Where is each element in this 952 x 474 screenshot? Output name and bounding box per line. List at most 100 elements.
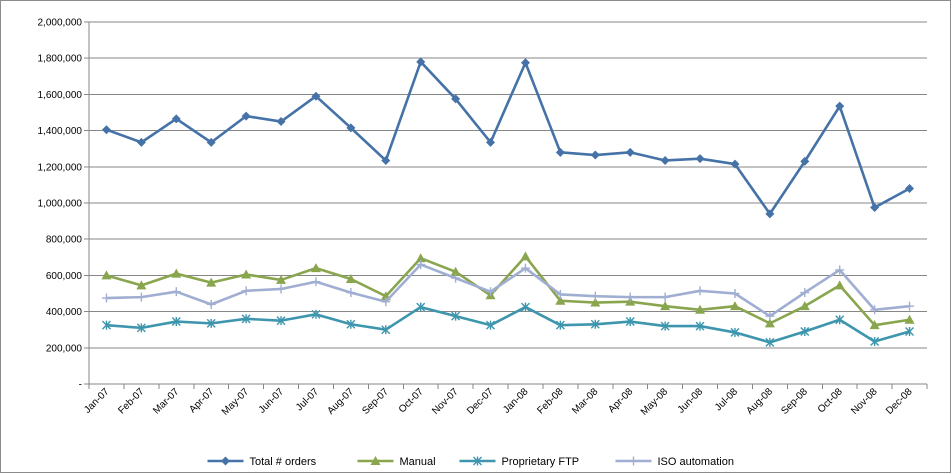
data-point-proprietary-ftp <box>800 327 810 337</box>
data-point-proprietary-ftp <box>695 321 705 331</box>
data-point-total-orders <box>241 111 251 121</box>
y-tick-label: 600,000 <box>46 271 83 282</box>
data-point-iso-automation <box>800 288 810 298</box>
data-point-iso-automation <box>905 301 915 311</box>
data-point-total-orders <box>171 114 181 124</box>
data-point-iso-automation <box>555 289 565 299</box>
data-point-iso-automation <box>346 288 356 298</box>
data-point-total-orders <box>870 203 880 213</box>
data-point-manual <box>310 263 321 273</box>
y-tick-label: 1,000,000 <box>38 199 83 210</box>
y-tick-label: - <box>79 380 82 391</box>
data-point-proprietary-ftp <box>625 317 635 327</box>
data-point-total-orders <box>660 155 670 165</box>
data-point-manual <box>904 314 915 324</box>
data-point-total-orders <box>346 123 356 133</box>
data-point-proprietary-ftp <box>660 321 670 331</box>
data-point-iso-automation <box>241 286 251 296</box>
data-point-manual <box>799 301 810 311</box>
data-point-iso-automation <box>730 289 740 298</box>
data-point-manual <box>136 280 147 290</box>
data-point-iso-automation <box>416 260 426 270</box>
x-tick-label: Aug-08 <box>744 386 775 417</box>
legend-item-iso-automation: ISO automation <box>615 456 734 468</box>
y-tick-label: 1,800,000 <box>38 54 83 65</box>
data-point-manual <box>450 266 461 276</box>
data-point-manual <box>660 301 671 311</box>
data-point-iso-automation <box>451 273 461 283</box>
data-point-proprietary-ftp <box>730 327 740 337</box>
data-point-proprietary-ftp <box>346 319 356 329</box>
legend-item-total-orders: Total # orders <box>207 456 317 468</box>
data-point-proprietary-ftp <box>206 318 216 328</box>
data-point-proprietary-ftp <box>241 314 251 324</box>
x-tick-label: Oct-08 <box>816 386 845 415</box>
data-point-proprietary-ftp <box>416 302 426 312</box>
data-point-total-orders <box>136 137 146 147</box>
data-point-total-orders <box>451 94 461 104</box>
x-tick-label: Feb-07 <box>116 386 146 416</box>
x-tick-label: Dec-07 <box>465 386 496 417</box>
data-point-total-orders <box>695 154 705 164</box>
data-point-proprietary-ftp <box>765 337 775 347</box>
x-tick-label: Jul-07 <box>294 386 321 413</box>
data-point-total-orders <box>835 101 845 111</box>
data-point-total-orders <box>590 150 600 160</box>
data-point-manual <box>415 253 426 263</box>
legend-item-manual: Manual <box>357 456 436 468</box>
y-tick-label: 1,400,000 <box>38 126 83 137</box>
x-tick-label: Nov-07 <box>430 386 461 417</box>
data-point-proprietary-ftp <box>520 302 530 312</box>
legend-marker <box>629 456 638 466</box>
x-tick-label: Jan-08 <box>501 386 531 416</box>
data-point-total-orders <box>276 117 286 127</box>
x-tick-label: Jun-08 <box>676 386 706 416</box>
x-tick-label: Apr-08 <box>606 386 635 415</box>
data-point-total-orders <box>730 159 740 169</box>
x-tick-label: Feb-08 <box>535 386 565 416</box>
series-line-proprietary-ftp <box>106 305 910 344</box>
x-tick-label: May-08 <box>639 386 671 418</box>
data-point-iso-automation <box>625 292 635 302</box>
series-line-manual <box>106 255 910 327</box>
data-point-iso-automation <box>136 292 146 302</box>
data-point-manual <box>206 277 217 287</box>
y-tick-label: 800,000 <box>46 235 83 246</box>
legend-marker <box>370 456 381 465</box>
x-tick-label: Jan-07 <box>82 386 112 416</box>
data-point-total-orders <box>486 137 496 147</box>
data-point-total-orders <box>206 137 216 147</box>
data-point-proprietary-ftp <box>835 315 845 325</box>
data-point-iso-automation <box>660 292 670 302</box>
data-point-manual <box>520 251 531 261</box>
series-line-total-orders <box>106 60 911 216</box>
data-point-manual <box>241 269 252 279</box>
x-tick-label: Mar-07 <box>151 386 181 416</box>
x-tick-label: Sep-08 <box>779 386 810 417</box>
series-iso-automation <box>101 260 915 321</box>
data-point-manual <box>345 274 356 284</box>
data-point-total-orders <box>311 91 321 101</box>
data-point-manual <box>171 268 182 278</box>
legend-label: Proprietary FTP <box>502 456 580 468</box>
data-point-total-orders <box>800 156 810 166</box>
y-tick-label: 1,600,000 <box>38 90 83 101</box>
data-point-iso-automation <box>486 287 496 297</box>
data-point-proprietary-ftp <box>555 320 565 330</box>
data-point-total-orders <box>416 57 426 67</box>
data-point-iso-automation <box>101 293 111 303</box>
x-tick-label: May-07 <box>220 386 252 418</box>
data-point-iso-automation <box>520 263 530 273</box>
x-tick-label: Aug-07 <box>325 386 356 417</box>
legend-marker <box>473 456 482 466</box>
x-tick-label: Dec-08 <box>884 386 915 417</box>
data-point-proprietary-ftp <box>870 336 880 346</box>
data-point-proprietary-ftp <box>276 316 286 326</box>
data-point-proprietary-ftp <box>381 325 391 335</box>
data-point-manual <box>729 301 740 311</box>
data-point-manual <box>101 270 112 280</box>
data-point-total-orders <box>765 209 775 219</box>
legend-label: Manual <box>400 456 436 468</box>
